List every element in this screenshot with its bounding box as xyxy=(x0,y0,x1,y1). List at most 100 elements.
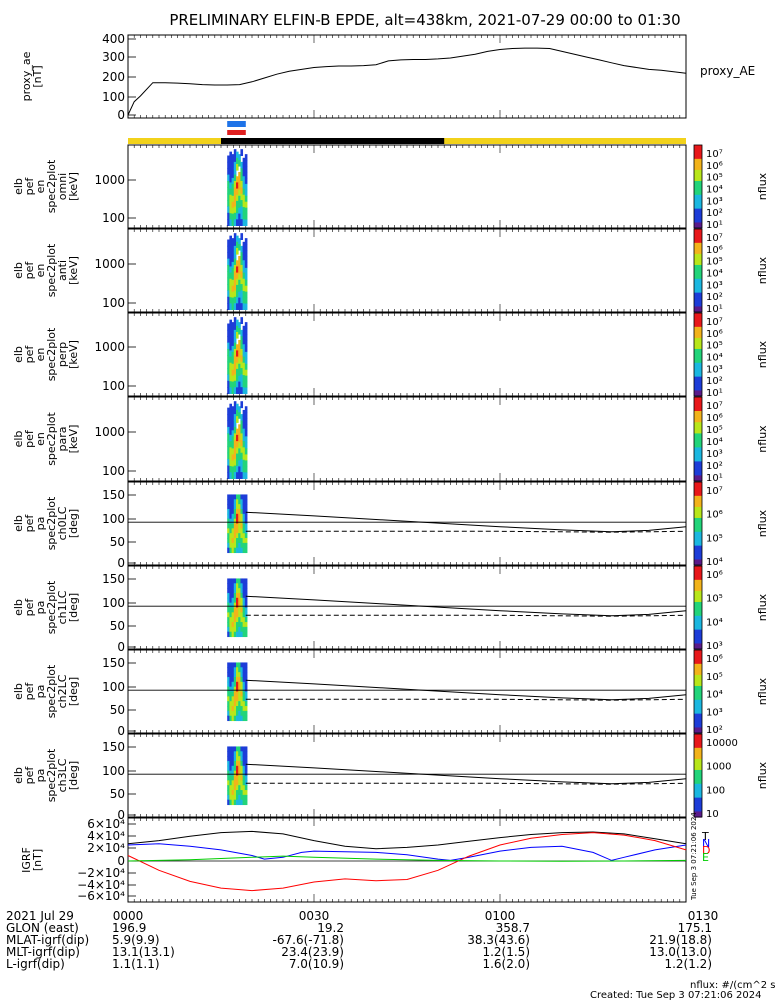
colorbar-segment xyxy=(694,234,702,238)
spectrogram-cell xyxy=(231,472,235,479)
colorbar-segment xyxy=(694,436,702,440)
spectrogram-cell xyxy=(238,696,241,702)
spectrogram-cell xyxy=(227,622,230,628)
spectrogram-cell xyxy=(238,201,241,209)
x-cell: 5.9(9.9) xyxy=(112,933,160,947)
spectrogram-cell xyxy=(233,780,237,786)
y-tick-label: 50 xyxy=(110,535,125,549)
colorbar-label: nflux xyxy=(756,340,769,368)
colorbar-segment xyxy=(694,216,702,221)
spectrogram-cell xyxy=(229,794,233,801)
spectrogram-cell xyxy=(229,194,233,202)
spectrogram-cell xyxy=(236,588,239,594)
spectrogram-cell xyxy=(231,681,235,688)
spectrogram-cell xyxy=(244,418,248,425)
spectrogram-cell xyxy=(236,241,239,249)
spectrogram-cell xyxy=(233,271,237,279)
spectrogram-cell xyxy=(227,715,230,722)
spectrogram-cell xyxy=(242,691,246,697)
spectrogram-cell xyxy=(227,296,230,304)
spectrogram-cell xyxy=(240,277,244,285)
spectrogram-cell xyxy=(231,790,235,796)
spectrogram-cell xyxy=(240,528,244,534)
spectrogram-cell xyxy=(236,710,239,717)
state-bars xyxy=(128,121,686,144)
spectrogram-cell xyxy=(240,691,244,697)
spectrogram-cell xyxy=(244,508,248,515)
colorbar-segment xyxy=(694,390,702,394)
colorbar-segment xyxy=(694,295,702,299)
panel-frame xyxy=(127,481,687,566)
proxy-ae-series-label: proxy_AE xyxy=(700,64,755,78)
spectrogram-cell xyxy=(238,780,241,786)
colorbar-segment xyxy=(694,599,702,603)
spectrogram-cell xyxy=(242,194,246,202)
spectrogram-cell xyxy=(229,219,233,227)
spectrogram-cell xyxy=(229,542,233,549)
y-axis-label-line: en xyxy=(34,180,47,194)
spectrogram-cell xyxy=(244,195,248,203)
spectrogram-cell xyxy=(244,588,248,594)
spectrogram-cell xyxy=(240,193,244,201)
spectrogram-cell xyxy=(233,513,237,520)
colorbar-segment xyxy=(694,321,702,325)
colorbar-label: nflux xyxy=(756,509,769,537)
spectrogram-cell xyxy=(229,518,233,524)
spectrogram-cell xyxy=(231,760,235,767)
igrf-legend-T: T xyxy=(701,830,709,843)
spectrogram-cell xyxy=(240,187,244,195)
y-axis-label-line: [keV] xyxy=(67,340,80,369)
spectrogram-cell xyxy=(242,607,246,613)
spectrogram-cell xyxy=(233,258,237,266)
colorbar-segment xyxy=(694,472,702,476)
colorbar-segment xyxy=(694,273,702,277)
colorbar-segment xyxy=(694,365,702,369)
colorbar-segment xyxy=(694,393,702,397)
spectrogram-cell xyxy=(240,303,244,311)
colorbar-tick-label: 10³ xyxy=(706,707,723,718)
spectrogram-cell xyxy=(227,765,230,772)
spectrogram-cell xyxy=(233,622,237,628)
spectrogram-cell xyxy=(240,592,244,599)
spectrogram-cell xyxy=(227,387,230,395)
colorbar-tick-label: 10⁶ xyxy=(706,510,723,521)
x-cell: 21.9(18.8) xyxy=(649,933,712,947)
spectrogram-cell xyxy=(236,441,239,448)
colorbar-segment xyxy=(694,408,702,412)
x-cell: 38.3(43.6) xyxy=(467,933,530,947)
spectrogram-cell xyxy=(242,710,246,717)
spectrogram-cell xyxy=(227,355,230,363)
spectrogram-cell xyxy=(240,785,244,791)
spectrogram-cell xyxy=(236,508,239,515)
colorbar-segment xyxy=(694,373,702,378)
y-tick-label: 100 xyxy=(102,464,125,478)
colorbar-tick-label: 10¹ xyxy=(706,473,723,484)
colorbar-segment xyxy=(694,562,702,566)
colorbar-segment xyxy=(694,487,702,491)
spectrogram-cell xyxy=(236,219,239,227)
spectrogram-cell xyxy=(233,681,237,688)
spectrogram-cell xyxy=(244,189,248,197)
colorbar-segment xyxy=(694,805,702,810)
spectrogram-cell xyxy=(236,278,239,286)
spectrogram-cell xyxy=(240,770,244,776)
spectrogram-cell xyxy=(236,207,239,214)
spectrogram-cell xyxy=(236,799,239,806)
spectrogram-cell xyxy=(242,284,246,292)
spectrogram-cell xyxy=(227,681,230,688)
y-axis-label-line: pef xyxy=(23,261,36,280)
spectrogram-cell xyxy=(236,344,239,351)
colorbar-segment xyxy=(694,411,702,415)
spectrogram-cell xyxy=(236,235,239,243)
spectrogram-cell xyxy=(242,441,246,448)
spectrogram-cell xyxy=(240,284,244,291)
spectrogram-cell xyxy=(229,278,233,286)
spectrogram-cell xyxy=(238,154,241,161)
spectrogram-cell xyxy=(244,701,248,707)
colorbar-segment xyxy=(694,287,702,291)
spectrogram-cell xyxy=(244,244,248,251)
spectrogram-cell xyxy=(236,260,239,267)
spectrogram-cell xyxy=(236,547,239,554)
y-axis-label-line: ch1LC xyxy=(56,590,69,624)
